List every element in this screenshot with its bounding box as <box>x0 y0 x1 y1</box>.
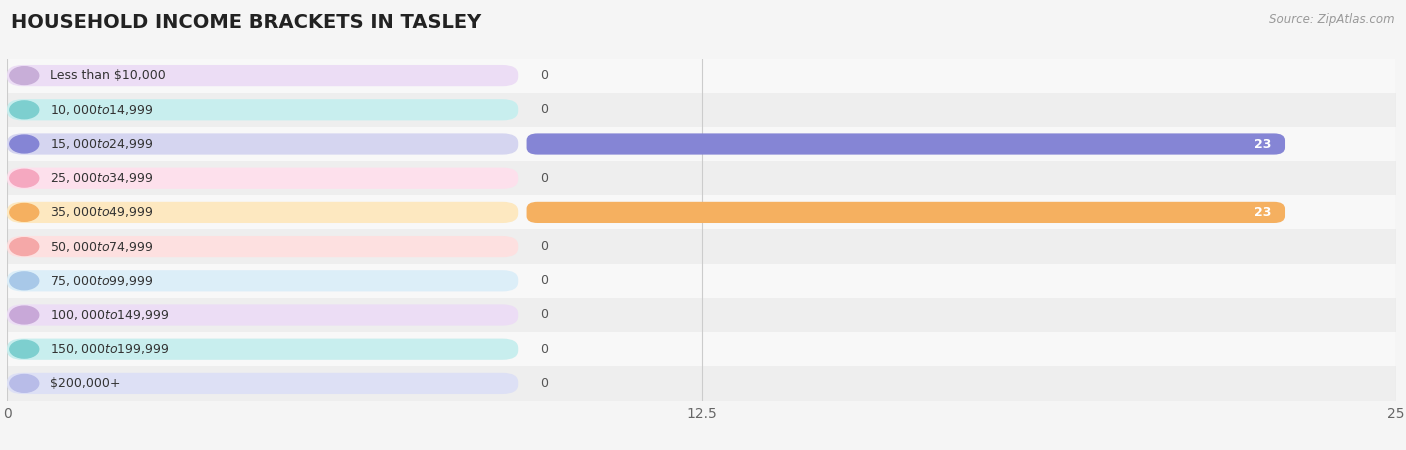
Text: Source: ZipAtlas.com: Source: ZipAtlas.com <box>1270 14 1395 27</box>
Text: $10,000 to $14,999: $10,000 to $14,999 <box>49 103 153 117</box>
Circle shape <box>10 340 39 358</box>
Text: 0: 0 <box>540 240 548 253</box>
Text: $150,000 to $199,999: $150,000 to $199,999 <box>49 342 169 356</box>
FancyBboxPatch shape <box>7 338 519 360</box>
Text: $100,000 to $149,999: $100,000 to $149,999 <box>49 308 169 322</box>
Text: $25,000 to $34,999: $25,000 to $34,999 <box>49 171 153 185</box>
Text: 0: 0 <box>540 377 548 390</box>
Circle shape <box>10 306 39 324</box>
FancyBboxPatch shape <box>7 236 519 257</box>
Text: HOUSEHOLD INCOME BRACKETS IN TASLEY: HOUSEHOLD INCOME BRACKETS IN TASLEY <box>11 14 481 32</box>
Circle shape <box>10 238 39 256</box>
Text: 0: 0 <box>540 343 548 356</box>
Text: 0: 0 <box>540 172 548 184</box>
Circle shape <box>10 101 39 119</box>
Text: 23: 23 <box>1254 206 1271 219</box>
FancyBboxPatch shape <box>7 99 519 121</box>
Circle shape <box>10 135 39 153</box>
Bar <box>7 58 1396 93</box>
FancyBboxPatch shape <box>7 270 519 292</box>
Text: Less than $10,000: Less than $10,000 <box>49 69 166 82</box>
Text: $15,000 to $24,999: $15,000 to $24,999 <box>49 137 153 151</box>
Circle shape <box>10 374 39 392</box>
FancyBboxPatch shape <box>7 304 519 326</box>
Circle shape <box>10 272 39 290</box>
Bar <box>7 332 1396 366</box>
Bar <box>7 298 1396 332</box>
Text: $200,000+: $200,000+ <box>49 377 121 390</box>
Text: 0: 0 <box>540 274 548 287</box>
Bar <box>7 93 1396 127</box>
Text: 0: 0 <box>540 69 548 82</box>
Text: 23: 23 <box>1254 138 1271 150</box>
Text: 0: 0 <box>540 309 548 321</box>
Bar <box>7 264 1396 298</box>
Text: $50,000 to $74,999: $50,000 to $74,999 <box>49 239 153 254</box>
FancyBboxPatch shape <box>527 133 1285 155</box>
Bar <box>7 230 1396 264</box>
Bar <box>7 366 1396 400</box>
Text: $75,000 to $99,999: $75,000 to $99,999 <box>49 274 153 288</box>
FancyBboxPatch shape <box>7 373 519 394</box>
Bar <box>7 161 1396 195</box>
Text: $35,000 to $49,999: $35,000 to $49,999 <box>49 205 153 220</box>
FancyBboxPatch shape <box>7 202 519 223</box>
FancyBboxPatch shape <box>527 202 1285 223</box>
FancyBboxPatch shape <box>7 65 519 86</box>
Circle shape <box>10 169 39 187</box>
Circle shape <box>10 67 39 85</box>
Text: 0: 0 <box>540 104 548 116</box>
Bar <box>7 195 1396 230</box>
FancyBboxPatch shape <box>7 133 519 155</box>
Bar <box>7 127 1396 161</box>
FancyBboxPatch shape <box>7 167 519 189</box>
Circle shape <box>10 203 39 221</box>
